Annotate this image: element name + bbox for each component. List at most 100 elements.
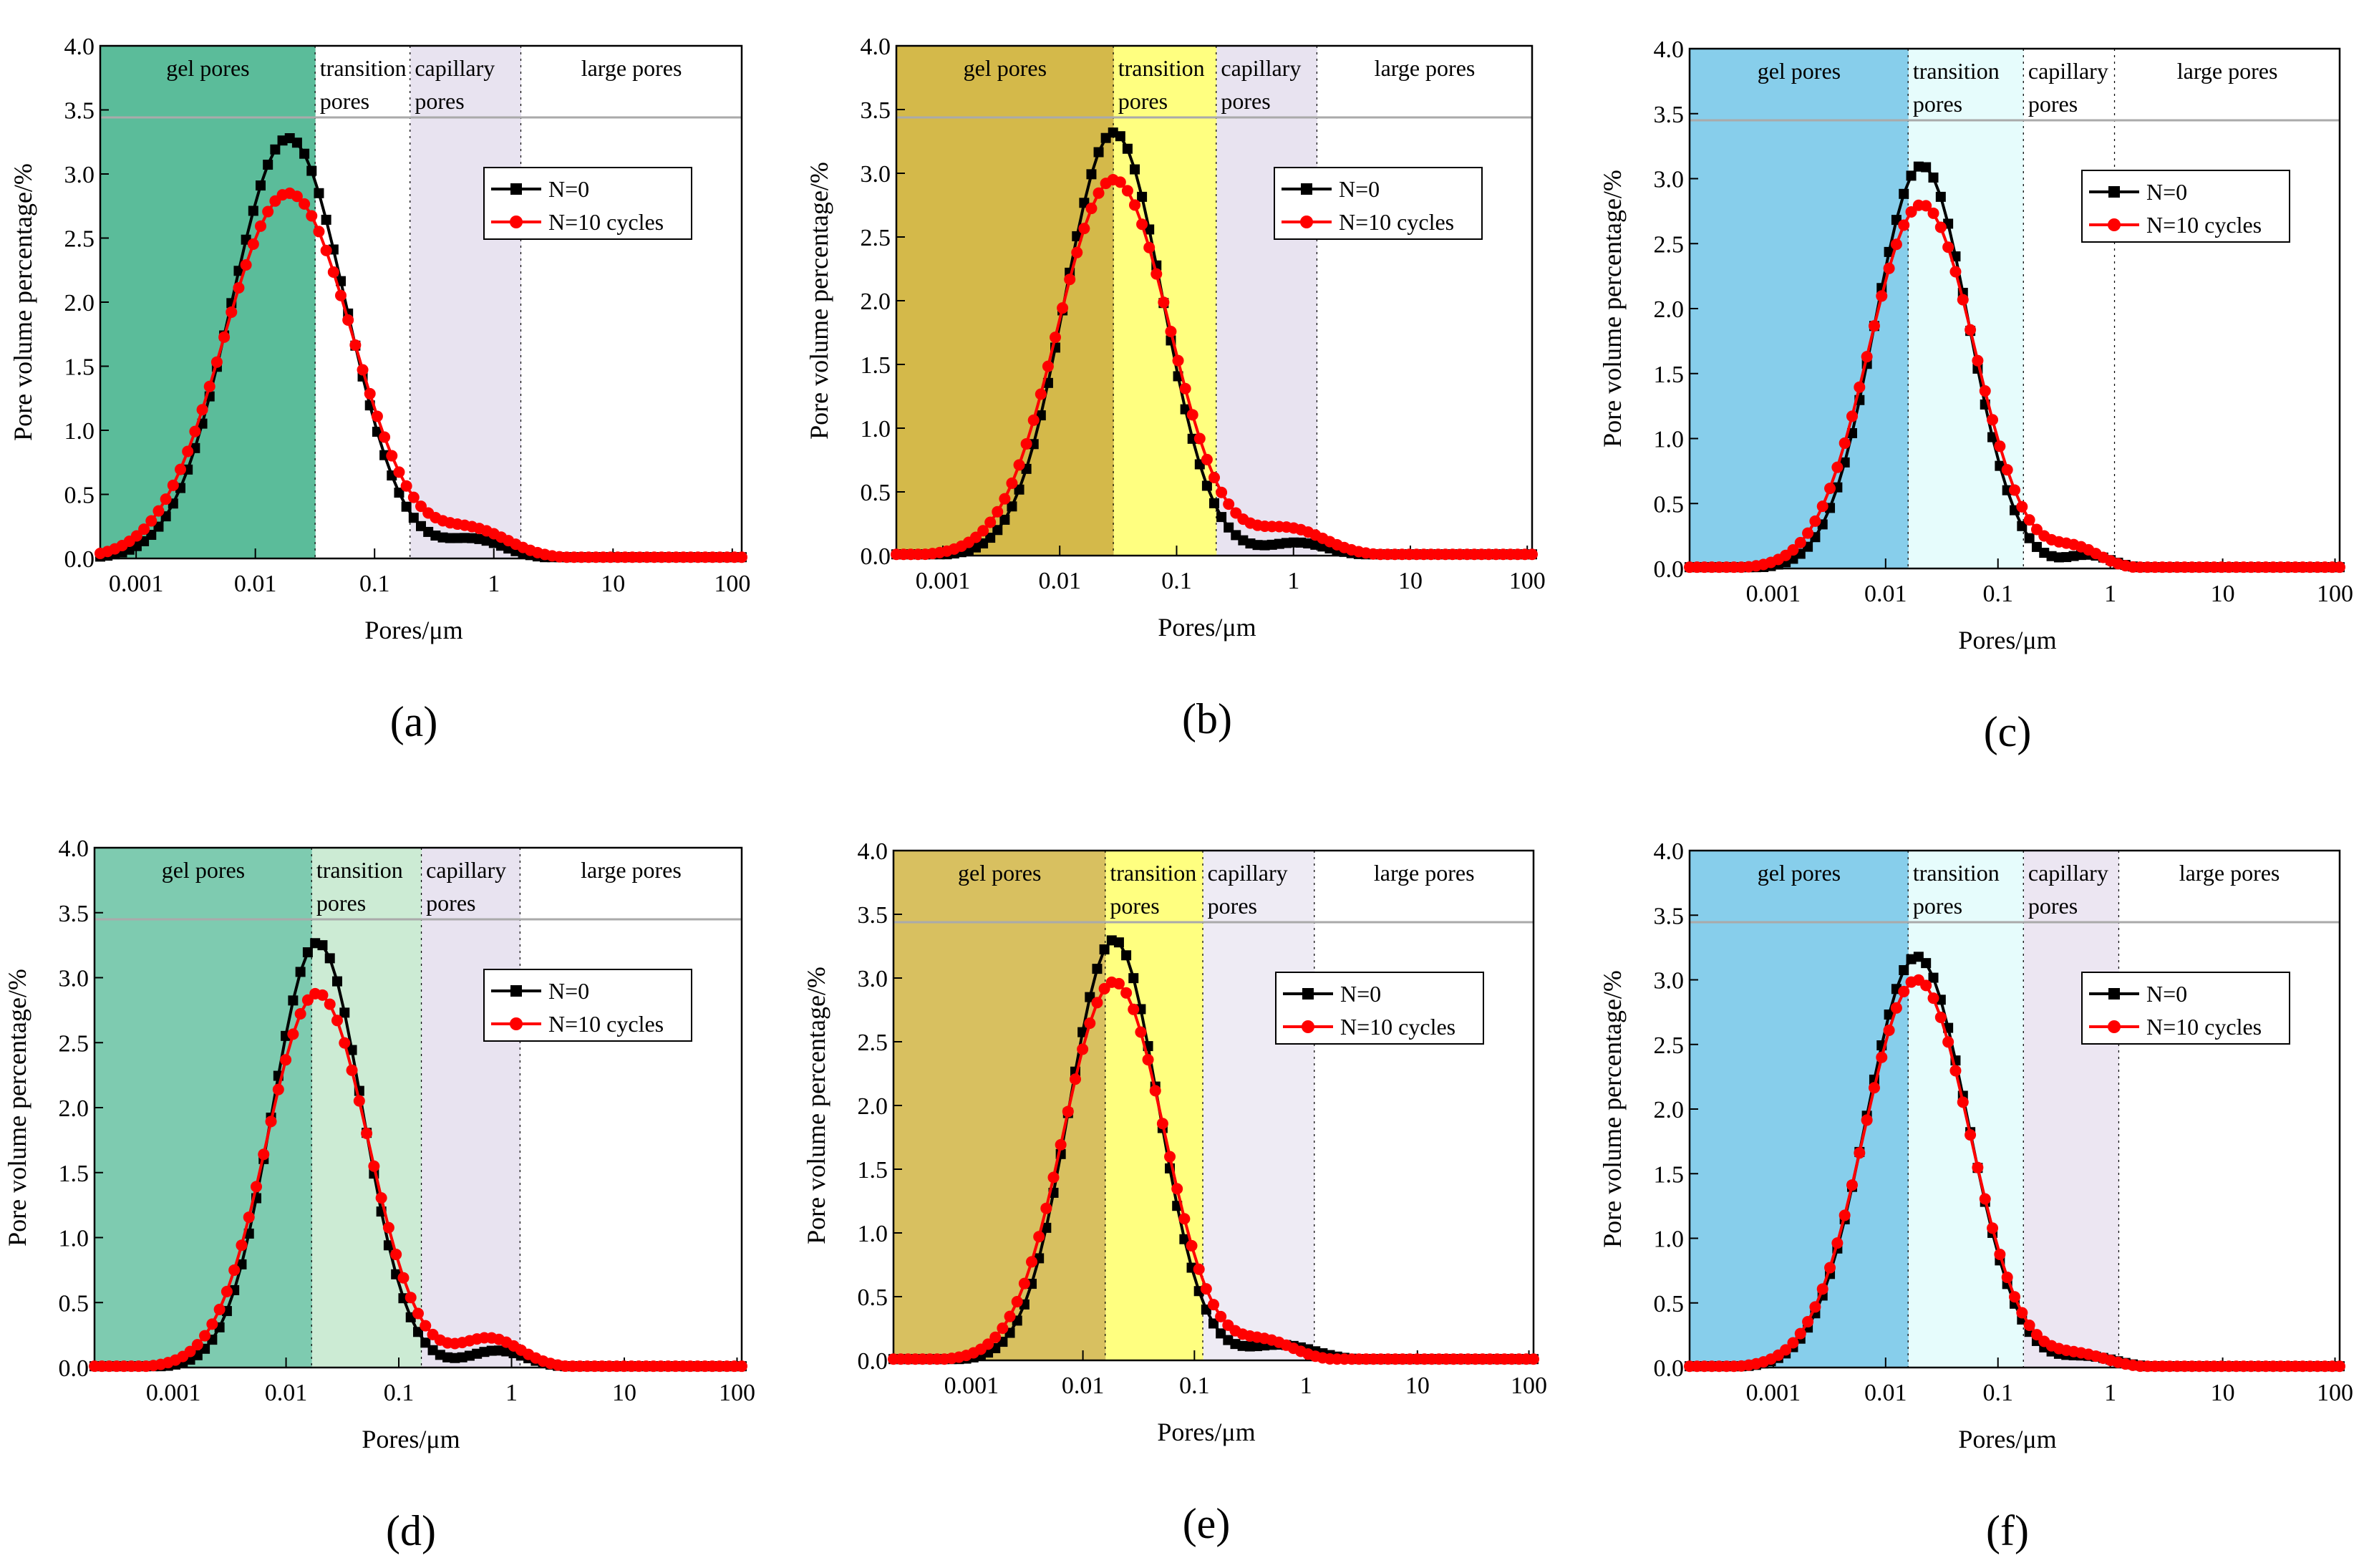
data-point-circle xyxy=(243,1211,255,1224)
data-point-circle xyxy=(1179,382,1191,395)
x-tick-label: 10 xyxy=(612,1380,636,1406)
x-tick-label: 0.001 xyxy=(916,568,971,594)
data-point-circle xyxy=(1026,1256,1038,1268)
data-point-circle xyxy=(218,331,231,343)
y-tick-label: 4.0 xyxy=(861,34,891,60)
data-point-square xyxy=(324,953,335,964)
data-point-circle xyxy=(291,190,303,203)
region-label: pores xyxy=(426,890,475,916)
chart-panel: gel pores transition pores capillary pores la… xyxy=(3,836,755,1554)
data-point-circle xyxy=(1128,1003,1140,1015)
data-point-circle xyxy=(977,525,989,537)
data-point-circle xyxy=(1816,500,1828,513)
data-point-circle xyxy=(1223,498,1235,510)
data-point-circle xyxy=(1824,1262,1836,1274)
region-band xyxy=(2119,851,2340,1368)
data-point-circle xyxy=(1121,185,1133,197)
y-tick-label: 3.5 xyxy=(861,97,891,124)
data-point-circle xyxy=(982,1338,994,1350)
region-label: transition xyxy=(316,857,403,883)
data-point-circle xyxy=(357,364,369,376)
x-tick-label: 0.1 xyxy=(1179,1373,1210,1399)
region-label: large pores xyxy=(581,55,682,81)
y-tick-label: 1.5 xyxy=(861,352,891,379)
data-point-circle xyxy=(999,493,1011,505)
legend-marker-square xyxy=(510,985,522,997)
data-point-square xyxy=(314,188,324,198)
chart-panel: gel pores transition pores capillary pores la… xyxy=(1598,838,2353,1554)
data-point-circle xyxy=(992,505,1004,518)
data-point-circle xyxy=(1171,1183,1183,1195)
data-point-circle xyxy=(1057,302,1069,314)
region-label: capillary xyxy=(2028,860,2108,886)
legend-marker-circle xyxy=(1302,1020,1314,1033)
legend-label: N=10 cycles xyxy=(1339,209,1454,235)
data-point-circle xyxy=(1528,1353,1539,1365)
legend-label: N=10 cycles xyxy=(2146,1014,2262,1040)
data-point-circle xyxy=(1979,1193,1991,1205)
data-point-square xyxy=(1906,170,1917,181)
legend-marker-square xyxy=(1302,988,1314,1000)
data-point-circle xyxy=(342,314,354,326)
data-point-circle xyxy=(390,1249,402,1261)
data-point-circle xyxy=(2023,514,2035,526)
data-point-square xyxy=(248,205,258,216)
region-label: pores xyxy=(1221,88,1270,114)
data-point-circle xyxy=(407,491,420,503)
y-tick-label: 1.5 xyxy=(1654,1161,1685,1188)
data-point-circle xyxy=(1158,296,1170,309)
y-tick-label: 3.0 xyxy=(861,161,891,188)
data-point-square xyxy=(2024,533,2035,543)
data-point-square xyxy=(2017,521,2028,531)
data-point-circle xyxy=(1854,381,1866,393)
data-point-square xyxy=(383,1240,394,1251)
data-point-square xyxy=(263,160,273,170)
data-point-circle xyxy=(1200,1283,1212,1295)
y-tick-label: 1.5 xyxy=(858,1157,888,1184)
y-tick-label: 3.5 xyxy=(1654,102,1685,128)
region-band xyxy=(521,46,742,558)
y-tick-label: 2.5 xyxy=(858,1030,888,1056)
x-tick-label: 1 xyxy=(505,1380,518,1406)
data-point-circle xyxy=(1809,515,1821,527)
data-point-circle xyxy=(1129,199,1140,211)
data-point-circle xyxy=(236,1239,248,1252)
data-point-circle xyxy=(1172,354,1184,367)
x-axis-title: Pores/μm xyxy=(1958,1425,2056,1453)
legend-marker-circle xyxy=(1300,216,1313,228)
data-point-circle xyxy=(1084,1017,1096,1030)
data-point-circle xyxy=(1113,977,1125,989)
x-tick-label: 100 xyxy=(719,1380,755,1406)
region-band xyxy=(95,848,312,1368)
x-tick-label: 100 xyxy=(1511,1373,1547,1399)
y-tick-label: 3.0 xyxy=(1654,968,1685,994)
data-point-circle xyxy=(1824,483,1836,495)
y-tick-label: 0.5 xyxy=(1654,1291,1685,1317)
data-point-circle xyxy=(280,1054,292,1066)
data-point-circle xyxy=(1965,1129,1977,1141)
x-tick-label: 0.001 xyxy=(944,1373,999,1399)
data-point-square xyxy=(1128,973,1139,984)
data-point-circle xyxy=(1120,987,1133,999)
region-band xyxy=(1690,49,1909,568)
data-point-square xyxy=(1935,191,1946,202)
data-point-circle xyxy=(1178,1213,1191,1225)
region-band xyxy=(100,46,316,558)
data-point-circle xyxy=(1802,1316,1814,1328)
data-point-circle xyxy=(1136,218,1148,231)
region-label: gel pores xyxy=(1758,860,1841,886)
data-point-circle xyxy=(1208,1299,1219,1311)
data-point-square xyxy=(1884,246,1894,257)
data-point-circle xyxy=(265,1115,277,1128)
x-tick-label: 0.1 xyxy=(1982,1380,2013,1406)
data-point-circle xyxy=(327,266,339,278)
region-label: gel pores xyxy=(958,860,1041,886)
data-point-circle xyxy=(1787,544,1799,556)
data-point-circle xyxy=(1042,360,1054,372)
legend-label: N=10 cycles xyxy=(1340,1014,1455,1040)
region-label: pores xyxy=(1208,893,1257,919)
region-label: gel pores xyxy=(162,857,245,883)
data-point-circle xyxy=(1972,1161,1984,1173)
data-point-circle xyxy=(1972,354,1984,367)
y-tick-label: 3.0 xyxy=(64,162,95,188)
